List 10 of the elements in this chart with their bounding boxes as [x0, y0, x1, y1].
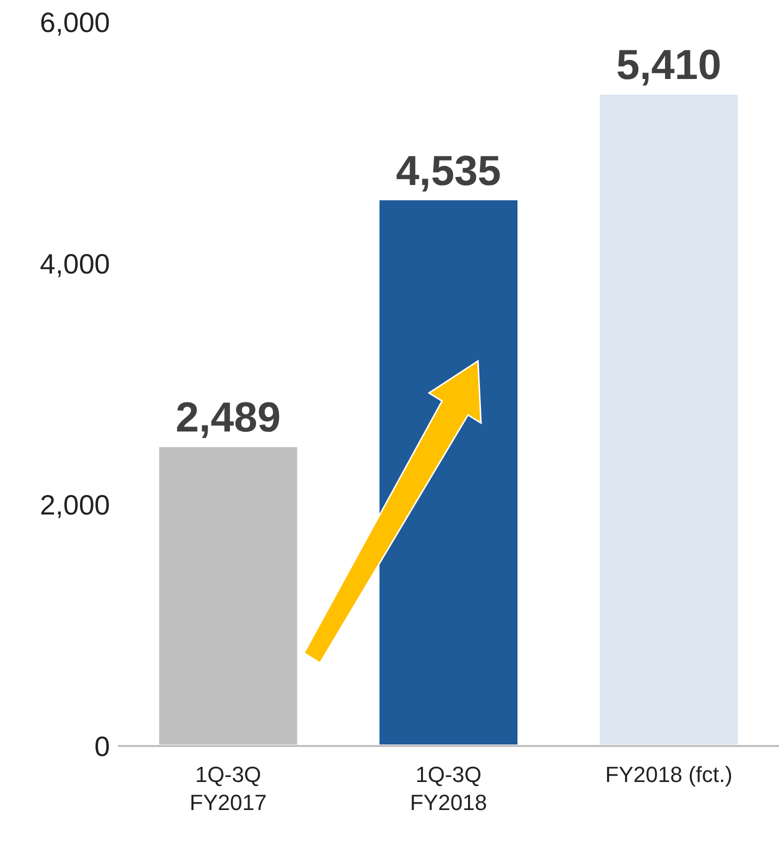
y-tick-label: 2,000: [40, 490, 110, 521]
y-tick-label: 6,000: [40, 6, 110, 38]
data-label: 2,489: [176, 394, 281, 441]
x-tick-label: 1Q-3Q FY2017: [190, 762, 267, 815]
x-tick-label: FY2018 (fct.): [605, 762, 732, 787]
x-tick-label: 1Q-3Q FY2018: [410, 762, 488, 815]
y-tick-label: 4,000: [40, 248, 110, 280]
data-label: 5,410: [616, 41, 722, 88]
y-tick-label: 0: [94, 730, 110, 762]
data-label: 4,535: [396, 146, 502, 194]
